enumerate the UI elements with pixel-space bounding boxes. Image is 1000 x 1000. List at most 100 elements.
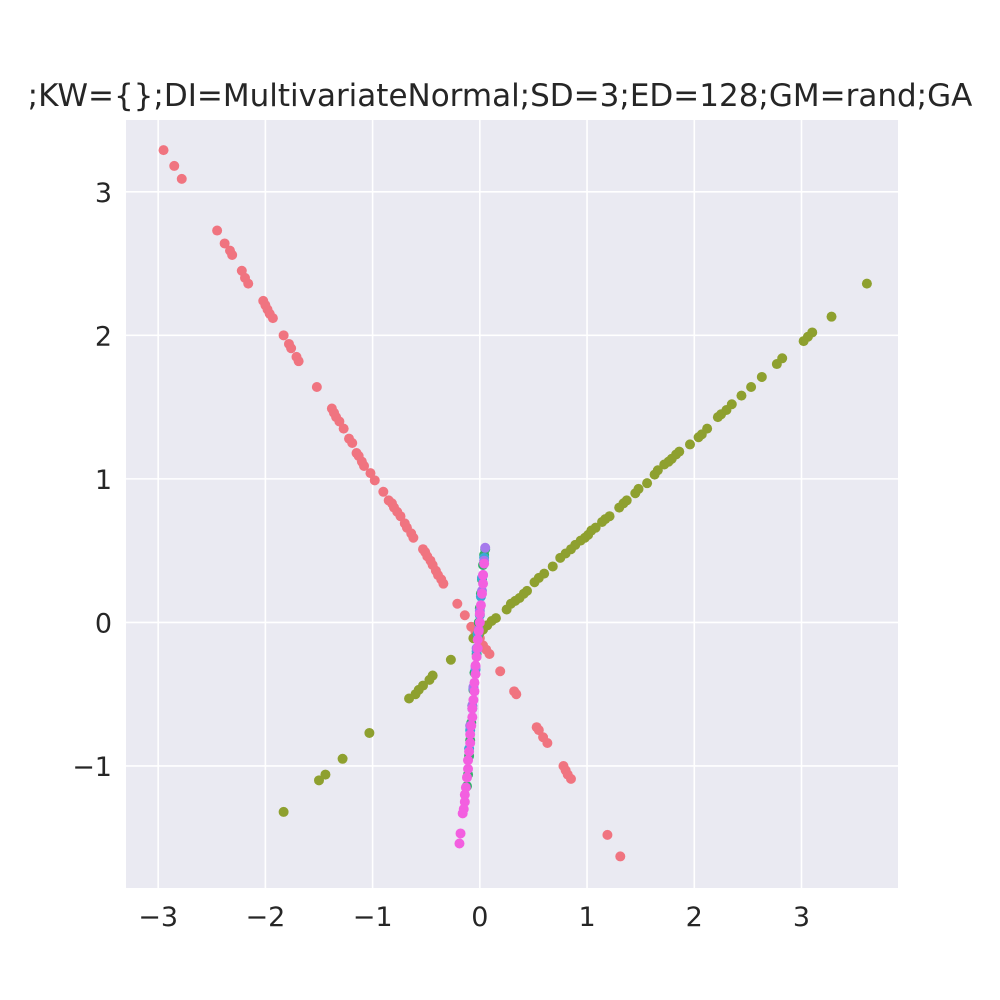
data-point — [466, 720, 477, 731]
data-point — [861, 278, 872, 289]
data-point — [359, 460, 370, 471]
data-point — [501, 604, 512, 615]
y-tick-label: 0 — [95, 608, 112, 639]
data-point — [474, 617, 485, 628]
data-point — [472, 643, 483, 654]
data-point — [320, 769, 331, 780]
data-point — [473, 626, 484, 637]
data-point — [798, 336, 809, 347]
data-point — [547, 561, 558, 572]
data-point — [478, 578, 489, 589]
x-tick-label: 0 — [471, 902, 488, 933]
y-tick-label: 2 — [95, 321, 112, 352]
data-point — [472, 634, 483, 645]
data-point — [334, 416, 345, 427]
data-point — [286, 343, 297, 354]
data-point — [465, 738, 476, 749]
data-point — [478, 570, 489, 581]
data-point — [468, 694, 479, 705]
data-point — [293, 356, 304, 367]
plot-area — [126, 120, 898, 888]
x-tick-label: 3 — [793, 902, 810, 933]
data-point — [495, 666, 506, 677]
data-point — [457, 808, 468, 819]
series-5 — [454, 558, 490, 849]
data-point — [365, 468, 376, 479]
data-point — [471, 651, 482, 662]
data-point — [311, 382, 322, 393]
series-layer — [158, 145, 872, 862]
series-0 — [158, 145, 626, 862]
data-point — [597, 516, 608, 527]
data-point — [484, 649, 495, 660]
data-point — [615, 851, 626, 862]
y-tick-label: 3 — [95, 178, 112, 209]
data-point — [364, 727, 375, 738]
data-point — [555, 552, 566, 563]
data-point — [465, 729, 476, 740]
data-point — [459, 789, 470, 800]
x-tick-label: −2 — [245, 902, 285, 933]
data-point — [438, 578, 449, 589]
data-point — [455, 828, 466, 839]
y-tick-label: 1 — [95, 465, 112, 496]
data-point — [452, 598, 463, 609]
data-point — [659, 459, 670, 470]
data-point — [630, 488, 641, 499]
data-point — [267, 313, 278, 324]
data-point — [463, 763, 474, 774]
data-point — [476, 588, 487, 599]
data-point — [278, 330, 289, 341]
data-point — [227, 249, 238, 260]
data-point — [369, 475, 380, 486]
data-point — [565, 773, 576, 784]
data-point — [337, 753, 348, 764]
x-tick-label: −3 — [138, 902, 178, 933]
data-point — [470, 669, 481, 680]
series-1 — [278, 278, 872, 817]
grid — [126, 120, 898, 888]
data-point — [511, 689, 522, 700]
data-point — [469, 677, 480, 688]
data-point — [445, 654, 456, 665]
data-point — [463, 755, 474, 766]
data-point — [243, 278, 254, 289]
data-point — [642, 478, 653, 489]
data-point — [470, 660, 481, 671]
data-point — [479, 558, 490, 569]
data-point — [693, 432, 704, 443]
data-point — [464, 746, 475, 757]
data-point — [712, 412, 723, 423]
data-point — [771, 359, 782, 370]
data-point — [408, 532, 419, 543]
data-point — [756, 371, 767, 382]
data-point — [467, 712, 478, 723]
data-point — [212, 225, 223, 236]
tick-labels: −3 −2 −1 0 1 2 3 −1 0 1 2 3 — [72, 178, 810, 933]
data-point — [469, 686, 480, 697]
data-point — [480, 542, 491, 553]
data-point — [454, 838, 465, 849]
data-point — [158, 145, 169, 156]
data-point — [338, 423, 349, 434]
data-point — [736, 390, 747, 401]
data-point — [475, 600, 486, 611]
chart-title: ;KW={};DI=MultivariateNormal;SD=3;ED=128… — [27, 78, 973, 114]
data-point — [378, 486, 389, 497]
data-point — [176, 173, 187, 184]
y-tick-label: −1 — [72, 752, 112, 783]
data-point — [826, 311, 837, 322]
data-point — [459, 610, 470, 621]
data-point — [278, 806, 289, 817]
data-point — [529, 577, 540, 588]
data-point — [395, 511, 406, 522]
data-point — [533, 725, 544, 736]
x-tick-label: −1 — [353, 902, 393, 933]
data-point — [347, 437, 358, 448]
data-point — [602, 829, 613, 840]
data-point — [461, 772, 472, 783]
data-point — [424, 674, 435, 685]
x-tick-label: 2 — [686, 902, 703, 933]
data-point — [169, 160, 180, 171]
